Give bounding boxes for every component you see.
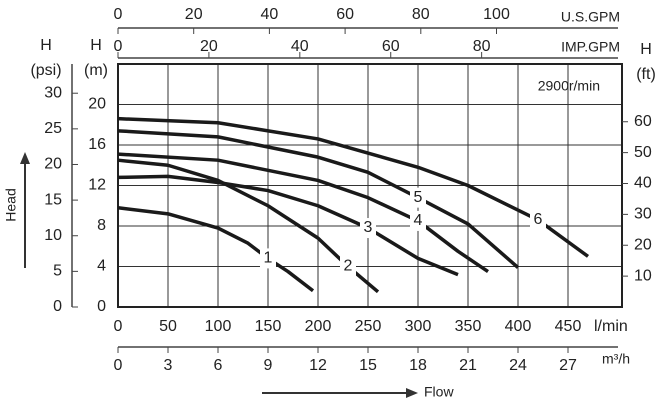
axis-tick-label: 6 <box>214 357 223 374</box>
psi-label: H <box>40 37 52 54</box>
ft-tick-label: 10 <box>634 267 652 284</box>
curve-label: 6 <box>534 211 543 228</box>
psi-tick-label: 0 <box>53 298 62 315</box>
axis-tick-label: 24 <box>509 357 527 374</box>
curve-label: 3 <box>364 219 373 236</box>
x-tick-label: 200 <box>305 318 332 335</box>
axis-tick-label: 9 <box>264 357 273 374</box>
psi-tick-label: 30 <box>44 84 62 101</box>
axis-tick-label: 20 <box>185 6 203 23</box>
axis-tick-label: 12 <box>309 357 327 374</box>
x-tick-label: 250 <box>355 318 382 335</box>
curve-label-bg <box>340 256 356 277</box>
flow-label: Flow <box>424 384 454 400</box>
axis-tick-label: 40 <box>291 38 309 55</box>
axis-tick-label: 15 <box>359 357 377 374</box>
ft-tick-label: 50 <box>634 144 652 161</box>
psi-tick-label: 15 <box>44 191 62 208</box>
x-tick-label: 400 <box>505 318 532 335</box>
axis-title: IMP.GPM <box>561 39 620 55</box>
axis-title: m³/h <box>602 351 630 367</box>
plot-border <box>117 63 623 308</box>
flow-arrowhead <box>406 388 418 398</box>
curve-label: 1 <box>264 250 273 267</box>
y-tick-label: 20 <box>88 96 106 113</box>
axis-tick-label: 3 <box>164 357 173 374</box>
head-arrowhead <box>20 152 30 164</box>
curve-label: 4 <box>414 212 423 229</box>
curve-label-bg <box>410 210 426 231</box>
curve-label: 5 <box>414 189 423 206</box>
x-tick-label: 300 <box>405 318 432 335</box>
ft-unit: (ft) <box>636 66 656 83</box>
curve-label-bg <box>410 187 426 208</box>
x-tick-label: 450 <box>555 318 582 335</box>
y-tick-label: 0 <box>97 298 106 315</box>
x-tick-label: 150 <box>255 318 282 335</box>
curve <box>117 129 520 269</box>
axis-tick-label: 20 <box>200 38 218 55</box>
curve <box>117 152 489 274</box>
ft-label: H <box>640 41 652 58</box>
head-label: Head <box>3 188 19 221</box>
axis-tick-label: 40 <box>261 6 279 23</box>
x-unit: l/min <box>594 318 628 335</box>
axis-tick-label: 21 <box>459 357 477 374</box>
x-tick-label: 350 <box>455 318 482 335</box>
y-unit: (m) <box>84 62 108 79</box>
y-tick-label: 12 <box>88 177 106 194</box>
axis-tick-label: 0 <box>114 6 123 23</box>
x-tick-label: 0 <box>114 318 123 335</box>
annotation: 2900r/min <box>538 78 600 94</box>
psi-tick-label: 20 <box>44 156 62 173</box>
x-tick-label: 100 <box>205 318 232 335</box>
axis-title: U.S.GPM <box>561 9 620 25</box>
psi-tick-label: 5 <box>53 263 62 280</box>
axis-tick-label: 0 <box>114 38 123 55</box>
axis-tick-label: 80 <box>412 6 430 23</box>
curve <box>117 206 315 293</box>
psi-unit: (psi) <box>30 62 61 79</box>
curve <box>117 174 459 277</box>
x-tick-label: 50 <box>159 318 177 335</box>
axis-tick-label: 60 <box>382 38 400 55</box>
ft-tick-label: 60 <box>634 113 652 130</box>
y-tick-label: 4 <box>97 258 106 275</box>
psi-tick-label: 25 <box>44 120 62 137</box>
axis-tick-label: 60 <box>336 6 354 23</box>
ft-tick-label: 20 <box>634 236 652 253</box>
curve-label: 2 <box>344 258 353 275</box>
ft-tick-label: 40 <box>634 175 652 192</box>
y-label: H <box>90 37 102 54</box>
axis-tick-label: 27 <box>559 357 577 374</box>
curve-label-bg <box>530 209 546 230</box>
psi-tick-label: 10 <box>44 227 62 244</box>
axis-tick-label: 100 <box>483 6 510 23</box>
axis-tick-label: 18 <box>409 357 427 374</box>
y-tick-label: 16 <box>88 136 106 153</box>
ft-tick-label: 30 <box>634 206 652 223</box>
axis-tick-label: 80 <box>473 38 491 55</box>
curve-label-bg <box>360 218 376 239</box>
axis-tick-label: 0 <box>114 357 123 374</box>
curve-label-bg <box>260 248 276 269</box>
y-tick-label: 8 <box>97 217 106 234</box>
